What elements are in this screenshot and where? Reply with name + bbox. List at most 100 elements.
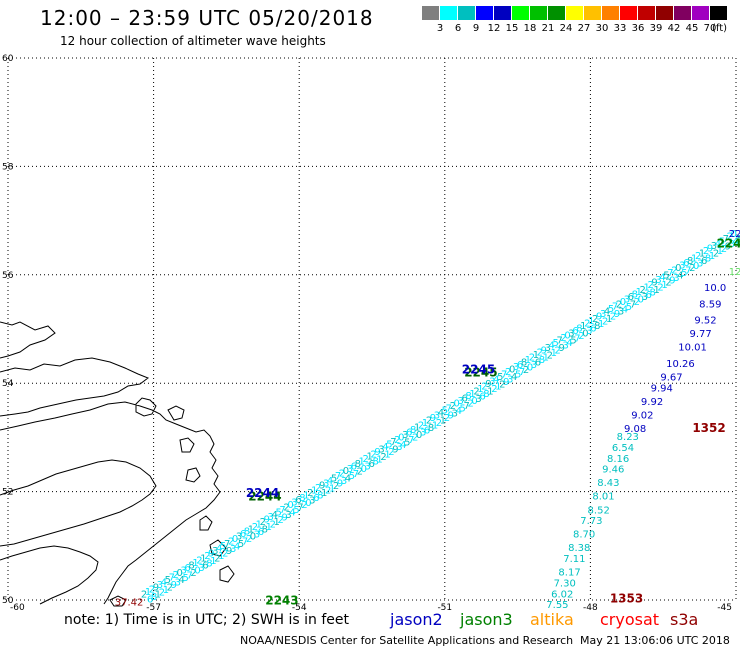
band-digit: 7 [408,435,414,446]
band-digit: 4 [549,340,555,351]
band-digit: 4 [604,307,610,318]
band-digit: 3 [642,292,648,303]
band-digit: 5 [386,440,392,451]
color-scale-tick: 33 [613,23,627,34]
band-digit: 5 [681,268,687,279]
band-digit: 7 [667,268,673,279]
band-digit: 6 [184,563,190,574]
band-digit: 2 [190,568,196,579]
lon-tick-label: -60 [10,603,25,613]
swh-value-lower: 8.70 [573,530,595,541]
band-digit: 2 [689,263,695,274]
band-digit: 0 [731,229,737,240]
band-digit: 5 [626,302,632,313]
legend-jason3: jason3 [460,610,513,629]
band-digit: 2 [412,433,418,444]
band-digit: 2 [363,454,369,465]
band-digit: 6 [701,256,707,267]
band-digit: 5 [570,336,576,347]
lon-tick-label: -45 [717,603,732,613]
band-digit: 5 [663,270,669,281]
band-digit: 4 [733,237,739,248]
band-digit: 3 [562,341,568,352]
band-digit: 2 [473,386,479,397]
band-digit: 0 [509,365,515,376]
band-digit: 2 [491,384,497,395]
band-digit: 9 [153,582,159,593]
band-digit: 3 [568,328,574,339]
band-digit: 1 [525,355,531,366]
color-scale-unit: (ft) [712,23,728,34]
band-digit: 8 [705,254,711,265]
band-digit: 1 [469,389,475,400]
band-digit: 2 [547,350,553,361]
band-digit: 3 [711,241,717,252]
band-digit: 6 [572,326,578,337]
band-digit: 2 [301,500,307,511]
band-digit: 0 [177,568,183,579]
band-digit: 1 [495,382,501,393]
color-scale-tick: 18 [523,23,537,34]
band-digit: 3 [729,239,735,250]
band-digit: 1 [200,553,206,564]
band-digit: 6 [628,292,634,303]
band-digit: 2 [592,314,598,325]
band-digit: 0 [582,328,588,339]
band-digit: 9 [392,445,398,456]
band-digit: 3 [268,512,274,523]
band-digit: 3 [396,442,402,453]
band-digit: 0 [675,263,681,274]
band-digit: 9 [707,244,713,255]
band-digit: 7 [519,367,525,378]
band-digit: 8 [410,425,416,436]
band-digit: 1 [477,384,483,395]
band-digit: 0 [620,297,626,308]
color-scale-tick: 15 [505,23,519,34]
band-digit: 5 [442,406,448,417]
band-digit: 6 [369,459,375,470]
swh-value-jason2: 10.01 [678,343,707,354]
swh-value-lower: 6.54 [612,443,634,454]
time-label: 12 [729,267,740,278]
color-swatch [530,6,548,20]
map-title: 12:00 – 23:59 UTC 05/20/2018 [40,6,374,30]
band-digit: 2 [671,265,677,276]
color-scale-tick: 24 [559,23,573,34]
band-digit: 6 [590,324,596,335]
band-digit: 2 [204,551,210,562]
band-digit: 9 [596,311,602,322]
band-digit: 9 [669,275,675,286]
band-digit: 2 [315,483,321,494]
band-digit: 9 [337,478,343,489]
swh-value-lower: 8.38 [568,543,590,554]
band-digit: 1 [311,486,317,497]
swh-value-lower: 7.73 [580,516,602,527]
time-label: 2245 [462,362,495,376]
swh-value-lower: 7.55 [546,600,568,611]
band-digit: 1 [303,490,309,501]
band-digit: 0 [361,464,367,475]
band-digit: 1 [163,585,169,596]
band-digit: 4 [659,273,665,284]
band-digit: 1 [376,454,382,465]
legend-jason2: jason2 [390,610,443,629]
swh-value-jason2: 9.77 [689,329,711,340]
band-digit: 5 [331,473,337,484]
band-digit: 7 [242,537,248,548]
band-digit: 2 [602,316,608,327]
swh-value-jason2: 9.52 [694,316,716,327]
band-digit: 9 [171,580,177,591]
legend-s3a: s3a [670,610,699,629]
band-digit: 5 [552,338,558,349]
band-digit: 7 [353,469,359,480]
band-digit: 2 [703,246,709,257]
band-digit: 7 [464,401,470,412]
band-digit: 3 [365,462,371,473]
band-digit: 8 [687,256,693,267]
band-digit: 1 [329,483,335,494]
band-digit: 0 [194,566,200,577]
band-digit: 2 [307,488,313,499]
band-digit: 2 [584,319,590,330]
band-digit: 8 [483,389,489,400]
